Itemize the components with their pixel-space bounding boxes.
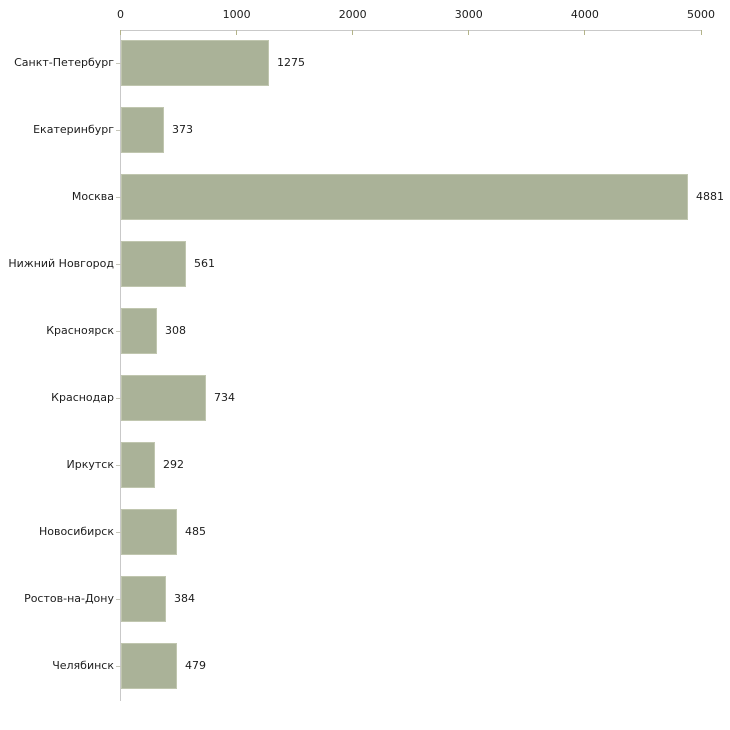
bar	[121, 509, 177, 555]
x-axis-tick-label: 4000	[570, 8, 599, 21]
x-axis-tick-label: 5000	[687, 8, 715, 21]
x-axis-tick-label: 0	[117, 8, 124, 21]
value-label: 561	[194, 257, 215, 270]
x-axis-tick-mark	[120, 30, 121, 35]
bar	[121, 241, 186, 287]
category-label: Иркутск	[66, 458, 114, 471]
x-axis-tick-label: 3000	[454, 8, 483, 21]
category-label: Санкт-Петербург	[14, 56, 114, 69]
y-axis-tick-mark	[115, 63, 121, 64]
y-axis-line	[120, 30, 121, 701]
y-axis-tick-mark	[115, 130, 121, 131]
x-axis-line	[120, 30, 702, 31]
category-label: Новосибирск	[38, 525, 114, 538]
value-label: 1275	[277, 56, 305, 69]
y-axis-tick-mark	[115, 532, 121, 533]
x-axis-tick-mark	[700, 30, 702, 35]
y-axis-tick-mark	[115, 599, 121, 600]
category-label: Екатеринбург	[33, 123, 114, 136]
y-axis-tick-mark	[115, 197, 121, 198]
y-axis-tick-mark	[115, 666, 121, 667]
value-label: 734	[214, 391, 235, 404]
bar	[121, 375, 206, 421]
value-label: 479	[185, 659, 206, 672]
y-axis-tick-mark	[115, 465, 121, 466]
value-label: 308	[165, 324, 186, 337]
value-label: 292	[163, 458, 184, 471]
bar	[121, 174, 688, 220]
x-axis-tick-mark	[468, 30, 470, 35]
x-axis-tick-mark	[584, 30, 586, 35]
bar	[121, 643, 177, 689]
bar	[121, 442, 155, 488]
value-label: 384	[174, 592, 195, 605]
x-axis-tick-mark	[352, 30, 354, 35]
bar	[121, 308, 157, 354]
y-axis-tick-mark	[115, 264, 121, 265]
bar	[121, 576, 166, 622]
bar	[121, 107, 164, 153]
value-label: 485	[185, 525, 206, 538]
value-label: 4881	[696, 190, 724, 203]
bar	[121, 40, 269, 86]
x-axis-tick-label: 1000	[222, 8, 251, 21]
category-label: Челябинск	[52, 659, 114, 672]
category-label: Краснодар	[51, 391, 114, 404]
x-axis-tick-label: 2000	[338, 8, 367, 21]
category-label: Ростов-на-Дону	[24, 592, 114, 605]
y-axis-tick-mark	[115, 331, 121, 332]
value-label: 373	[172, 123, 193, 136]
category-label: Красноярск	[46, 324, 114, 337]
x-axis-tick-mark	[236, 30, 238, 35]
category-label: Нижний Новгород	[8, 257, 114, 270]
category-label: Москва	[71, 190, 114, 203]
y-axis-tick-mark	[115, 398, 121, 399]
